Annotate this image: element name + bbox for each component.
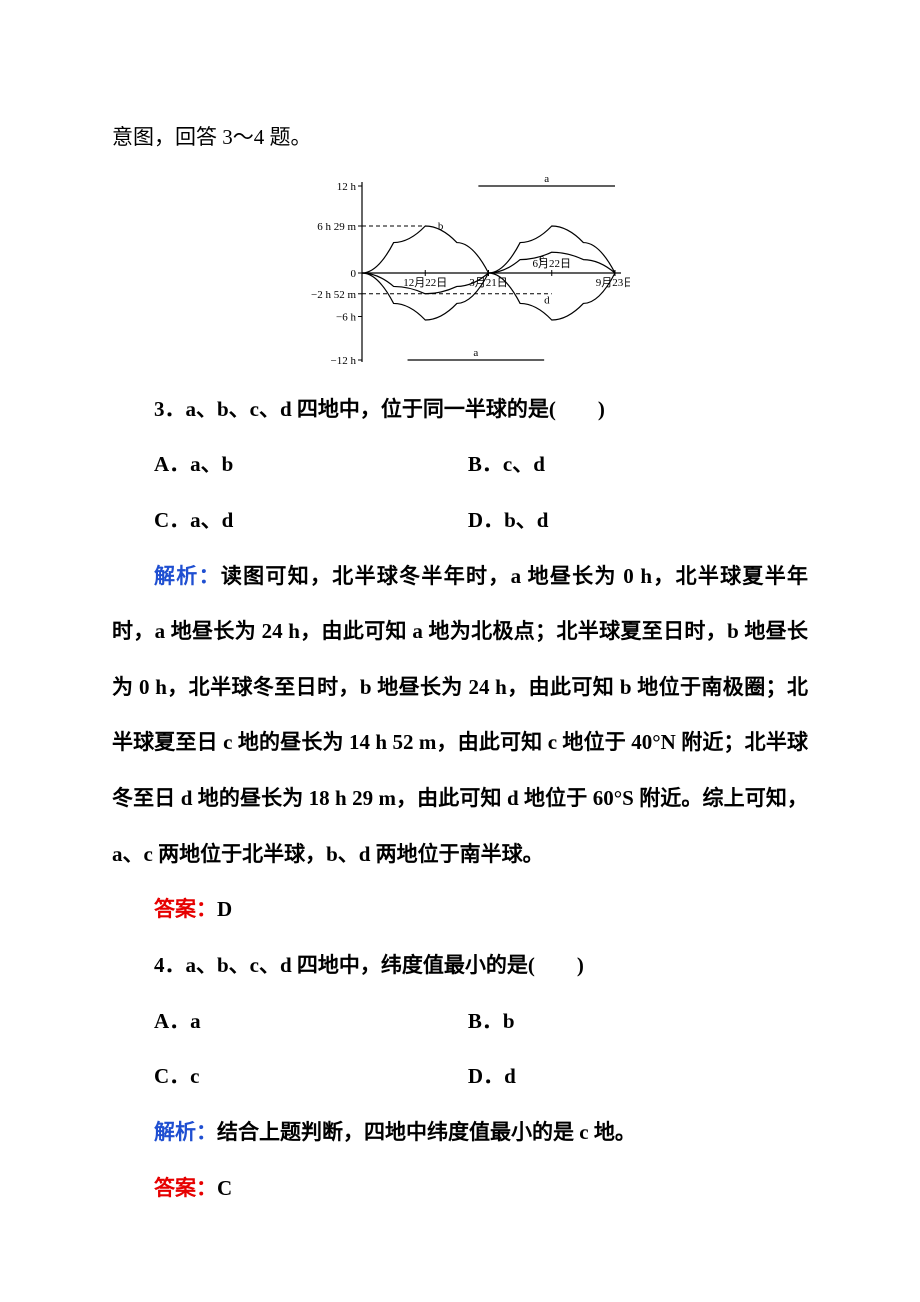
svg-text:b: b [438, 220, 444, 232]
q3-opt-b: B．c、d [468, 437, 808, 493]
q3-answer: 答案：D [112, 882, 808, 938]
q3-opt-a: A．a、b [154, 437, 468, 493]
q3-opt-c: C．a、d [154, 493, 468, 549]
q3-expl-label: 解析： [154, 564, 221, 588]
q4-options-row1: A．a B．b [112, 994, 808, 1050]
svg-text:9月23日: 9月23日 [596, 277, 630, 289]
q3-options-row2: C．a、d D．b、d [112, 493, 808, 549]
svg-text:−12 h: −12 h [331, 355, 357, 367]
q3-ans-label: 答案： [154, 897, 217, 921]
q3-explanation: 解析：读图可知，北半球冬半年时，a 地昼长为 0 h，北半球夏半年时，a 地昼长… [112, 549, 808, 883]
chart-container: 12 h6 h 29 m0−2 h 52 m−6 h−12 h12月22日3月2… [112, 172, 808, 372]
q3-expl-body: 读图可知，北半球冬半年时，a 地昼长为 0 h，北半球夏半年时，a 地昼长为 2… [112, 564, 808, 866]
svg-text:6 h 29 m: 6 h 29 m [317, 221, 356, 233]
q4-opt-c: C．c [154, 1049, 468, 1105]
q3-opt-d: D．b、d [468, 493, 808, 549]
svg-text:12月22日: 12月22日 [403, 277, 447, 289]
svg-text:a: a [544, 173, 549, 185]
svg-text:d: d [544, 294, 550, 306]
q4-expl-body: 结合上题判断，四地中纬度值最小的是 c 地。 [217, 1120, 636, 1144]
q4-stem: 4．a、b、c、d 四地中，纬度值最小的是( ) [112, 938, 808, 994]
q4-ans-value: C [217, 1176, 232, 1200]
q4-expl-label: 解析： [154, 1120, 217, 1144]
svg-text:−2 h 52 m: −2 h 52 m [311, 288, 356, 300]
q4-opt-b: B．b [468, 994, 808, 1050]
q4-explanation: 解析：结合上题判断，四地中纬度值最小的是 c 地。 [112, 1105, 808, 1161]
q4-ans-label: 答案： [154, 1176, 217, 1200]
svg-text:12 h: 12 h [337, 181, 357, 193]
q4-opt-a: A．a [154, 994, 468, 1050]
intro-line: 意图，回答 3～4 题。 [112, 110, 808, 166]
svg-text:−6 h: −6 h [336, 311, 356, 323]
svg-text:a: a [473, 347, 478, 359]
daylength-chart: 12 h6 h 29 m0−2 h 52 m−6 h−12 h12月22日3月2… [290, 172, 630, 372]
q4-options-row2: C．c D．d [112, 1049, 808, 1105]
q3-options-row1: A．a、b B．c、d [112, 437, 808, 493]
q3-stem: 3．a、b、c、d 四地中，位于同一半球的是( ) [112, 382, 808, 438]
svg-text:c: c [539, 252, 544, 264]
svg-text:0: 0 [351, 268, 357, 280]
q4-opt-d: D．d [468, 1049, 808, 1105]
q3-ans-value: D [217, 897, 232, 921]
q4-answer: 答案：C [112, 1161, 808, 1217]
